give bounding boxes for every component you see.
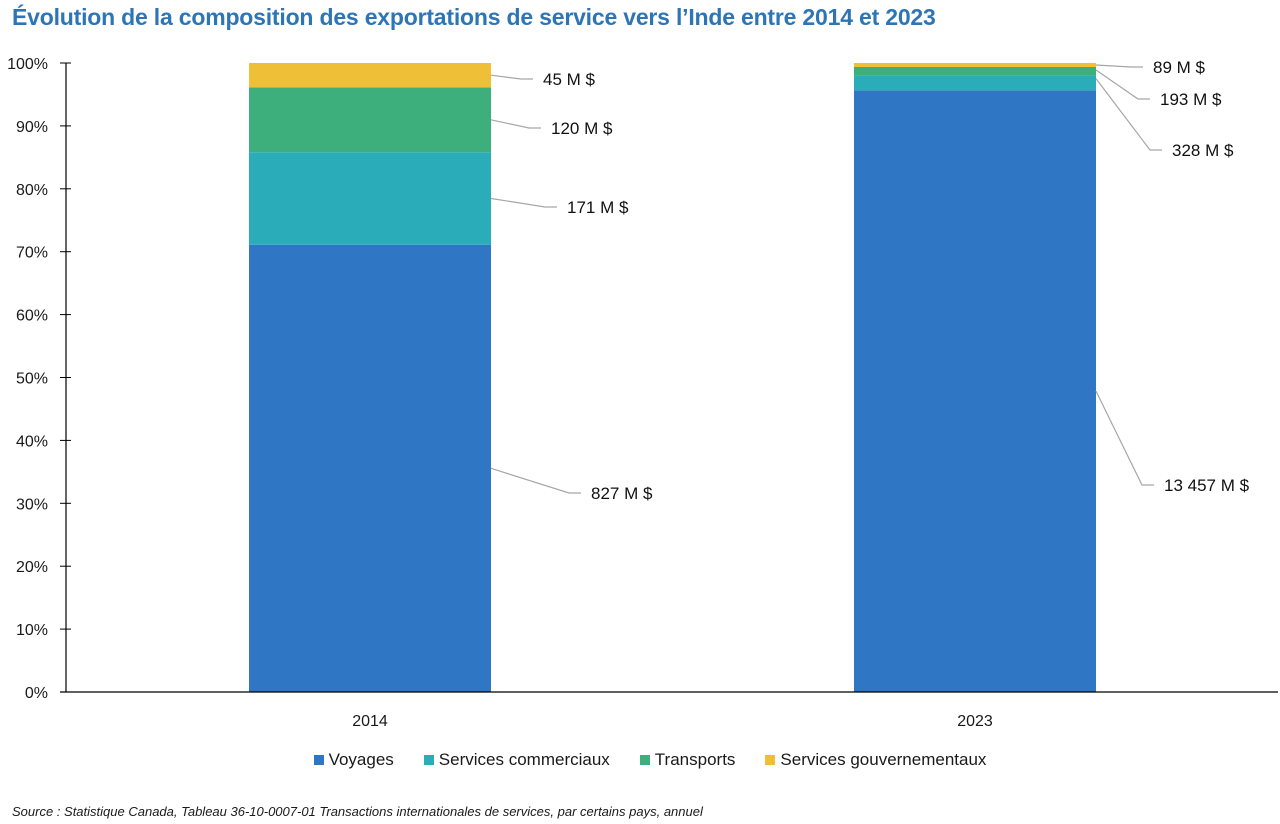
label-leaders [490,64,1162,494]
leader-line [1095,69,1150,100]
legend-label: Voyages [328,750,394,769]
leader-line [1095,64,1143,68]
legend-label: Services commerciaux [438,750,610,769]
bar-segment-voyages [854,90,1096,693]
leader-line [1095,78,1162,151]
legend-swatch [423,755,434,765]
bar-segment-services-commerciaux [249,152,491,245]
y-tick-label: 60% [16,308,48,325]
data-label: 45 M $ [543,70,596,89]
y-tick-label: 70% [16,245,48,262]
data-label: 328 M $ [1172,141,1234,160]
y-tick-label: 0% [25,685,48,702]
legend-item: Voyages [313,750,394,770]
bar-segment-services-commerciaux [854,75,1096,91]
data-label: 827 M $ [591,484,653,503]
data-label: 120 M $ [551,119,613,138]
leader-line [1095,390,1154,486]
y-tick-label: 10% [16,622,48,639]
source-note: Source : Statistique Canada, Tableau 36-… [12,804,703,819]
legend-item: Services gouvernementaux [765,750,986,770]
y-tick-label: 100% [7,56,48,73]
bar-segment-voyages [249,244,491,692]
bar-segment-services-gouvernementaux [249,63,491,88]
data-label: 13 457 M $ [1164,476,1250,495]
data-label: 89 M $ [1153,58,1206,77]
leader-line [490,467,581,494]
legend-item: Transports [639,750,736,770]
x-tick-label: 2014 [352,713,388,730]
legend-swatch [313,755,324,765]
bar-segment-services-gouvernementaux [854,63,1096,67]
x-axis: 2014 2023 [60,691,1278,730]
y-axis: 0% 10% 20% 30% 40% 50% 60% 70% 80% 90% 100% [7,56,71,702]
data-label: 171 M $ [567,198,629,217]
leader-line [490,197,557,208]
y-tick-label: 90% [16,119,48,136]
legend-swatch [765,755,776,765]
bars [249,63,1096,693]
y-tick-label: 80% [16,182,48,199]
x-tick-label: 2023 [957,713,993,730]
legend-swatch [639,755,650,765]
leader-line [490,74,533,80]
y-tick-label: 30% [16,496,48,513]
chart-title: Évolution de la composition des exportat… [12,4,936,30]
legend-label: Transports [654,750,736,769]
bar-segment-transports [249,87,491,153]
data-labels: 827 M $ 171 M $ 120 M $ 45 M $ 13 457 M $ 328… [543,58,1250,503]
y-tick-label: 20% [16,559,48,576]
y-tick-label: 40% [16,433,48,450]
legend: Voyages Services commerciaux Transports Ser… [0,750,1280,770]
y-tick-label: 50% [16,371,48,388]
legend-item: Services commerciaux [423,750,610,770]
legend-label: Services gouvernementaux [780,750,987,769]
leader-line [490,119,541,129]
data-label: 193 M $ [1160,90,1222,109]
bar-segment-transports [854,66,1096,76]
